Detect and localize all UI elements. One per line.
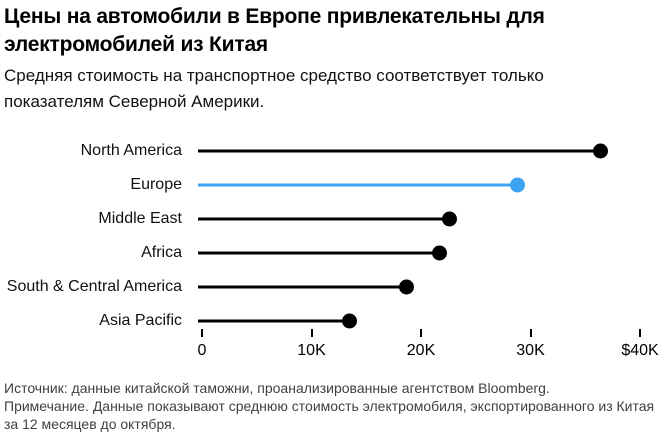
axis-tick-label: 0 [197, 342, 207, 359]
category-label: South & Central America [6, 278, 182, 295]
category-label: North America [80, 142, 182, 159]
x-axis: 0 10K 20K 30K $40K [198, 329, 659, 363]
chart-row: Middle East [4, 202, 669, 236]
axis-tick [310, 329, 313, 337]
chart-row: North America [4, 134, 669, 168]
chart-rows: North America Europe Middle East Africa Sout… [4, 134, 669, 338]
category-label: Asia Pacific [99, 312, 182, 329]
value-dot [592, 143, 608, 159]
value-line [198, 183, 518, 187]
value-dot [399, 279, 415, 295]
axis-tick-label: $40K [621, 342, 659, 359]
row-track [198, 168, 640, 202]
value-line [198, 217, 450, 221]
chart-row: Europe [4, 168, 669, 202]
chart-footer: Источник: данные китайской таможни, проа… [4, 379, 669, 433]
chart-title: Цены на автомобили в Европе привлекатель… [4, 5, 545, 56]
value-line [198, 319, 350, 323]
value-dot [432, 245, 448, 261]
axis-tick-label: 10K [297, 342, 326, 359]
value-dot [341, 313, 357, 329]
axis-tick [420, 329, 422, 337]
value-dot [509, 177, 525, 193]
axis-tick-label: 30K [516, 342, 545, 359]
axis-tick-label: 20K [406, 342, 436, 359]
axis-tick [201, 329, 203, 337]
methodology-note: Примечание. Данные показывают среднюю ст… [4, 398, 655, 432]
row-track [198, 202, 640, 236]
value-dot [442, 211, 458, 227]
row-track [198, 304, 640, 338]
value-line [198, 149, 601, 153]
axis-tick [529, 329, 532, 337]
category-label: Africa [141, 244, 182, 261]
row-track [198, 236, 640, 270]
row-track [198, 270, 640, 304]
category-label: Europe [130, 176, 182, 193]
axis-tick [639, 329, 641, 337]
value-line [198, 251, 440, 255]
chart-row: Africa [4, 236, 669, 270]
chart-row: Asia Pacific [4, 304, 669, 338]
source-note: Источник: данные китайской таможни, проа… [4, 380, 550, 396]
category-label: Middle East [98, 210, 182, 227]
row-track [198, 134, 640, 168]
chart-subtitle: Средняя стоимость на транспортное средст… [4, 66, 544, 111]
value-line [198, 285, 407, 289]
chart-row: South & Central America [4, 270, 669, 304]
